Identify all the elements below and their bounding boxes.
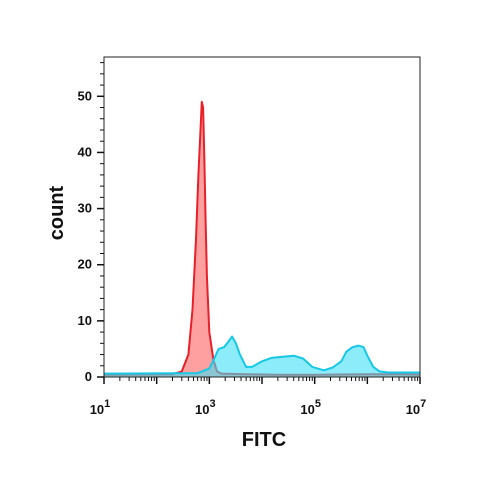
y-tick-label: 50	[78, 88, 92, 103]
y-tick-label: 0	[85, 369, 92, 384]
y-tick-label: 40	[78, 144, 92, 159]
series-1-fill	[104, 101, 420, 378]
x-axis: 101 103 105 107	[90, 377, 427, 417]
x-axis-title: FITC	[242, 429, 286, 451]
y-axis: 0 10 20 30 40 50	[78, 62, 104, 384]
x-tick-label: 107	[406, 398, 427, 417]
plot-frame	[103, 56, 421, 378]
y-axis-title: count	[46, 185, 68, 240]
x-tick-label: 101	[90, 398, 111, 417]
y-tick-label: 20	[78, 257, 92, 272]
x-tick-label: 105	[300, 398, 321, 417]
series-1-line	[103, 100, 421, 376]
x-tick-label: 103	[195, 398, 216, 417]
y-tick-label: 10	[78, 313, 92, 328]
series-2-line	[103, 335, 420, 375]
series-layer	[103, 100, 421, 378]
y-tick-label: 30	[78, 201, 92, 216]
series-2-fill	[104, 336, 420, 377]
